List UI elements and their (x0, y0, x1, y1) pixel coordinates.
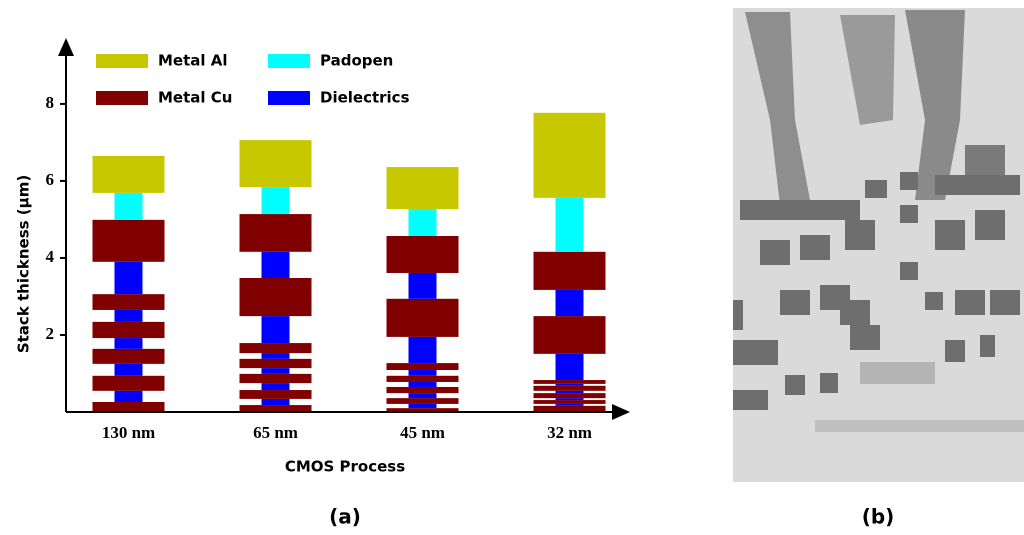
layer (556, 290, 584, 316)
legend-label: Metal Cu (158, 89, 232, 107)
layer (262, 399, 290, 405)
x-tick-label: 65 nm (253, 423, 298, 442)
layer (534, 316, 606, 354)
image-caption: (b) (862, 505, 895, 529)
x-axis-title: CMOS Process (285, 458, 405, 476)
layer (534, 393, 606, 398)
layer (409, 393, 437, 398)
layer (387, 398, 459, 404)
legend-label: Dielectrics (320, 89, 410, 107)
layer (387, 387, 459, 393)
layer (240, 405, 312, 412)
layer (556, 398, 584, 400)
layer (534, 380, 606, 384)
layer (262, 187, 290, 214)
chart-caption: (a) (329, 505, 361, 529)
layer (93, 220, 165, 262)
layer (262, 368, 290, 374)
legend-swatch (96, 54, 148, 68)
layer (115, 310, 143, 322)
y-tick-label: 2 (46, 324, 55, 343)
layer (262, 316, 290, 343)
layer (240, 359, 312, 368)
layer (534, 113, 606, 198)
layer (387, 363, 459, 370)
micrograph (733, 8, 1024, 482)
layer (556, 404, 584, 406)
layer (556, 198, 584, 252)
layer (262, 383, 290, 390)
layer (115, 262, 143, 294)
layer (240, 214, 312, 252)
legend-swatch (96, 91, 148, 105)
layer (93, 294, 165, 310)
layer (409, 273, 437, 299)
layer (115, 391, 143, 402)
layer (115, 364, 143, 376)
figure: (b) Stack thickness (µm) CMOS Process (a… (0, 0, 1024, 535)
layer (387, 376, 459, 382)
page: {"chart_data": {"type": "layer-stack", "… (0, 0, 1024, 535)
layer (556, 384, 584, 386)
layer (409, 404, 437, 408)
layer (387, 236, 459, 273)
layer (240, 278, 312, 316)
layer (240, 343, 312, 353)
layer (262, 252, 290, 278)
legend-label: Metal Al (158, 52, 228, 70)
layer (534, 386, 606, 391)
layer (93, 402, 165, 412)
layer (387, 167, 459, 209)
layer (240, 374, 312, 383)
layer (93, 376, 165, 391)
layer (93, 322, 165, 338)
x-tick-label: 130 nm (102, 423, 155, 442)
layer (409, 209, 437, 236)
layer (556, 354, 584, 380)
layer (409, 382, 437, 387)
layer (115, 193, 143, 220)
layer (556, 391, 584, 393)
layer (240, 390, 312, 399)
layer (409, 370, 437, 376)
y-axis-title: Stack thickness (µm) (15, 175, 33, 353)
y-tick-label: 4 (46, 247, 55, 266)
layer (409, 337, 437, 363)
y-tick-label: 6 (46, 170, 55, 189)
legend-swatch (268, 91, 310, 105)
legend-swatch (268, 54, 310, 68)
x-tick-label: 32 nm (547, 423, 592, 442)
layer (534, 400, 606, 404)
layer (93, 156, 165, 193)
layer (93, 349, 165, 364)
x-tick-label: 45 nm (400, 423, 445, 442)
layer (534, 252, 606, 290)
legend-label: Padopen (320, 52, 393, 70)
layer (262, 353, 290, 359)
layer (240, 140, 312, 187)
layer (115, 338, 143, 349)
y-tick-label: 8 (46, 93, 55, 112)
layer (387, 299, 459, 337)
